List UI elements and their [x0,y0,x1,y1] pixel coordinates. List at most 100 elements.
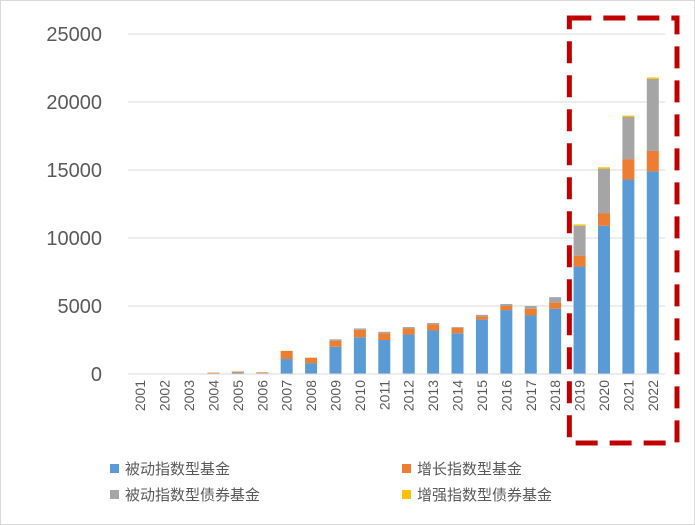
bar-segment [378,333,391,340]
bar-segment [646,78,659,151]
legend-label: 增强指数型债券基金 [417,486,553,504]
legend-swatch [110,464,119,473]
legend-item: 被动指数型基金 [110,458,230,479]
bar-segment [597,225,610,374]
y-axis: 0 5000 10000 15000 20000 25000 [46,24,102,386]
bar-segment [549,297,562,303]
bar-segment [402,327,415,329]
legend-item: 增强指数型债券基金 [402,484,552,505]
x-tick-label: 2022 [645,380,661,411]
bar-segment [427,324,440,331]
x-tick-label: 2017 [523,380,539,411]
bar-segment [256,372,269,374]
bar-segment [524,315,537,374]
bar-segment [280,350,293,360]
x-tick-label: 2003 [181,380,197,411]
bar-segment [573,255,586,267]
bar-segment [305,363,318,374]
bar-segment [329,340,342,347]
bar-segment [402,334,415,374]
bar-segment [622,116,635,160]
y-tick-label: 5000 [58,296,103,318]
legend-label: 增长指数型基金 [417,460,523,478]
highlight-box [566,15,680,446]
legend-label: 被动指数型债券基金 [125,486,261,504]
bar-segment [597,168,610,214]
x-tick-label: 2018 [547,380,563,411]
bar-segment [500,303,513,306]
highlight-box-rect [566,15,680,446]
bars [207,77,659,375]
legend-label: 被动指数型基金 [125,460,231,478]
bar-segment [549,308,562,374]
bar-segment [646,77,659,79]
bar-segment [475,316,488,320]
bar-segment [524,308,537,316]
bar-segment [329,339,342,341]
y-tick-label: 10000 [46,228,102,250]
bar-segment [329,346,342,374]
bar-segment [597,213,610,226]
legend-swatch [110,490,119,499]
legend-item: 增长指数型基金 [402,458,522,479]
bar-segment [353,328,366,330]
y-tick-label: 20000 [46,92,102,114]
legend-swatch [402,490,411,499]
bar-segment [451,333,464,374]
x-tick-label: 2020 [596,380,612,411]
legend-item: 被动指数型债券基金 [110,484,260,505]
bar-segment [207,372,220,374]
x-tick-label: 2001 [132,380,148,411]
bar-segment [231,371,244,373]
bar-segment [573,224,586,226]
bar-segment [524,306,537,309]
y-tick-label: 15000 [46,160,102,182]
x-axis: 2001 2002 2003 2004 2005 2006 2007 2008 2009 2010… [128,373,665,411]
x-tick-label: 2009 [327,380,343,411]
bar-segment [622,159,635,180]
bar-segment [475,319,488,374]
bar-segment [280,359,293,374]
x-tick-label: 2007 [279,380,295,411]
bar-segment [646,171,659,374]
bar-segment [622,115,635,117]
x-tick-label: 2014 [450,380,466,411]
bar-segment [305,357,318,364]
bar-segment [427,323,440,325]
x-tick-label: 2012 [401,380,417,411]
x-tick-label: 2004 [205,380,221,411]
bar-segment [451,327,464,334]
bar-segment [353,329,366,338]
x-tick-label: 2010 [352,380,368,411]
x-tick-label: 2015 [474,380,490,411]
bar-segment [622,179,635,374]
bar-segment [573,225,586,256]
bar-segment [353,337,366,374]
bar-segment [378,331,391,334]
bar-segment [646,150,659,172]
y-tick-label: 25000 [46,24,102,46]
legend-swatch [402,464,411,473]
bar-segment [597,167,610,169]
bar-segment [231,372,244,374]
bar-segment [500,310,513,374]
bar-segment [549,302,562,309]
x-tick-label: 2002 [157,380,173,411]
x-tick-label: 2011 [376,380,392,410]
x-tick-label: 2008 [303,380,319,411]
x-tick-label: 2006 [254,380,270,411]
bar-segment [500,306,513,311]
bar-segment [427,330,440,374]
y-tick-label: 0 [91,364,102,386]
x-tick-label: 2013 [425,380,441,411]
x-tick-label: 2021 [620,380,636,411]
bar-segment [451,327,464,328]
x-tick-label: 2016 [498,380,514,411]
bar-segment [573,266,586,374]
x-tick-label: 2019 [572,380,588,411]
bar-segment [475,314,488,317]
x-tick-label: 2005 [230,380,246,411]
bar-segment [402,328,415,335]
bar-segment [378,340,391,374]
